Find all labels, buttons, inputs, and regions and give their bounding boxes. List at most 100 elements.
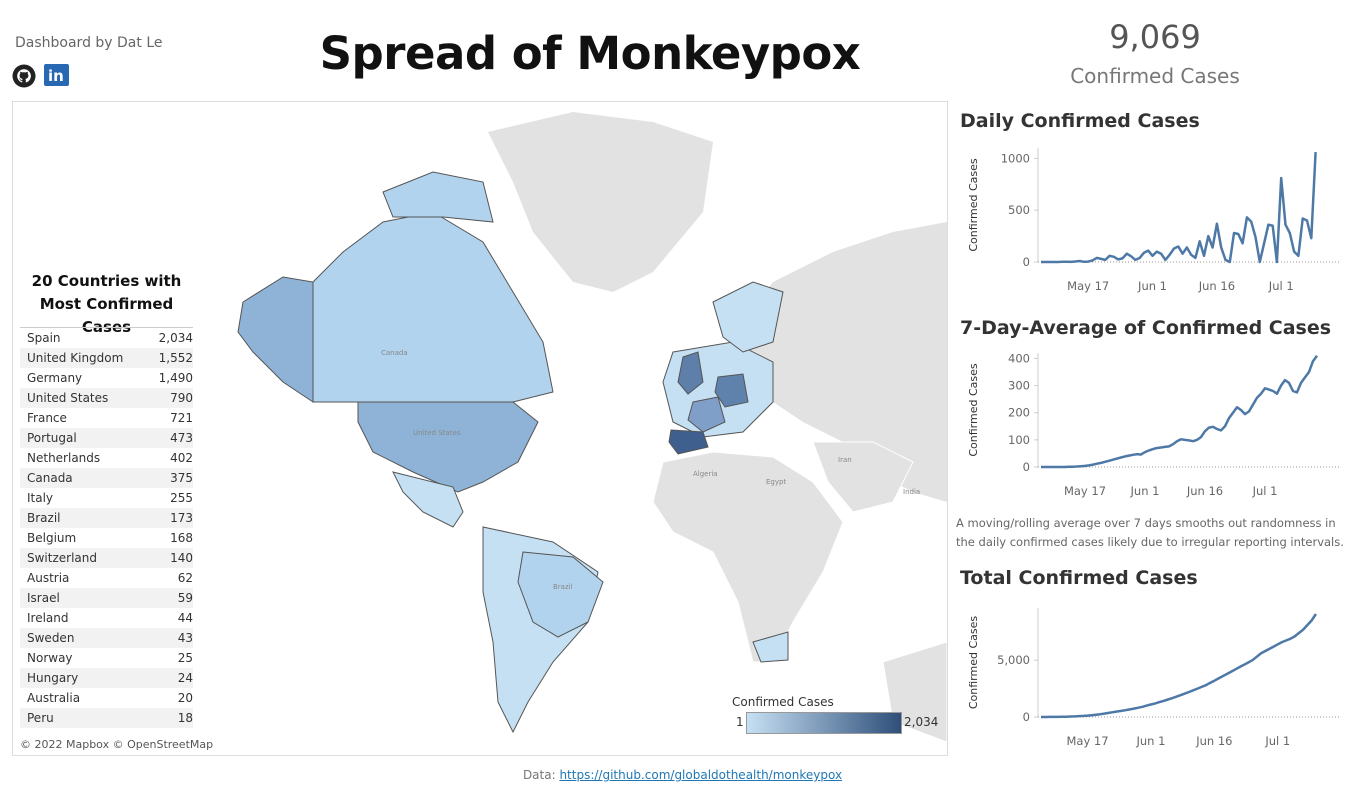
table-row[interactable]: Canada 375 bbox=[20, 468, 193, 488]
country-cases: 140 bbox=[170, 551, 193, 565]
page-title: Spread of Monkeypox bbox=[319, 27, 861, 80]
country-name: Switzerland bbox=[27, 551, 97, 565]
country-name: Ireland bbox=[27, 611, 69, 625]
footer-prefix: Data: bbox=[522, 768, 560, 782]
country-name: Belgium bbox=[27, 531, 77, 545]
country-name: France bbox=[27, 411, 67, 425]
linkedin-icon[interactable]: in bbox=[44, 64, 69, 86]
y-tick-label: 200 bbox=[1008, 406, 1030, 420]
table-row[interactable]: Italy 255 bbox=[20, 488, 193, 508]
country-name: Portugal bbox=[27, 431, 77, 445]
y-tick-label: 0 bbox=[1023, 460, 1030, 474]
table-row[interactable]: Switzerland 140 bbox=[20, 548, 193, 568]
map-label-usa: United States bbox=[413, 429, 461, 437]
table-row[interactable]: United Kingdom 1,552 bbox=[20, 348, 193, 368]
series-line[interactable] bbox=[1041, 354, 1319, 469]
y-axis-label: Confirmed Cases bbox=[967, 158, 980, 252]
total-confirmed-label: Confirmed Cases bbox=[1070, 64, 1240, 88]
country-name: Austria bbox=[27, 571, 70, 585]
map-label-brazil: Brazil bbox=[553, 583, 573, 591]
avg-chart[interactable]: 0 100 200 300 400 May 17 Jun 1 Jun 16 Jul 1 Confi… bbox=[960, 345, 1350, 505]
country-name: Australia bbox=[27, 691, 81, 705]
map-label-iran: Iran bbox=[838, 456, 852, 464]
middle-east-shape bbox=[812, 441, 914, 513]
country-cases: 18 bbox=[177, 711, 193, 725]
table-row[interactable]: Austria 62 bbox=[20, 568, 193, 588]
country-cases: 721 bbox=[170, 411, 193, 425]
total-chart-title: Total Confirmed Cases bbox=[960, 567, 1198, 589]
spain-shape bbox=[668, 429, 709, 455]
table-row[interactable]: France 721 bbox=[20, 408, 193, 428]
eurasia-shape bbox=[733, 222, 947, 502]
series-line[interactable] bbox=[1041, 152, 1317, 264]
alaska-shape bbox=[237, 276, 314, 403]
y-axis-label: Confirmed Cases bbox=[967, 616, 980, 710]
country-name: Brazil bbox=[27, 511, 61, 525]
y-tick-label: 5,000 bbox=[997, 653, 1030, 667]
map-label-canada: Canada bbox=[381, 349, 408, 357]
table-row[interactable]: Brazil 173 bbox=[20, 508, 193, 528]
country-cases: 1,552 bbox=[158, 351, 193, 365]
y-tick-label: 400 bbox=[1008, 351, 1030, 365]
country-name: Hungary bbox=[27, 671, 79, 685]
table-row[interactable]: Peru 18 bbox=[20, 708, 193, 728]
daily-chart-title: Daily Confirmed Cases bbox=[960, 110, 1200, 132]
github-icon[interactable] bbox=[12, 64, 36, 88]
x-tick-label: Jul 1 bbox=[1268, 279, 1294, 293]
table-row[interactable]: Australia 20 bbox=[20, 688, 193, 708]
x-tick-label: May 17 bbox=[1064, 484, 1106, 498]
country-name: Israel bbox=[27, 591, 60, 605]
legend-color-ramp bbox=[746, 712, 902, 734]
x-tick-label: Jul 1 bbox=[1264, 734, 1290, 748]
x-tick-label: Jul 1 bbox=[1252, 484, 1278, 498]
south-africa-shape bbox=[752, 631, 789, 663]
country-cases: 44 bbox=[177, 611, 193, 625]
country-cases: 59 bbox=[177, 591, 193, 605]
table-row[interactable]: Norway 25 bbox=[20, 648, 193, 668]
data-source-link[interactable]: https://github.com/globaldothealth/monke… bbox=[559, 768, 843, 782]
france-shape bbox=[687, 396, 726, 433]
country-cases: 173 bbox=[170, 511, 193, 525]
table-row[interactable]: Sweden 43 bbox=[20, 628, 193, 648]
table-row[interactable]: Ireland 44 bbox=[20, 608, 193, 628]
table-row[interactable]: Netherlands 402 bbox=[20, 448, 193, 468]
x-tick-label: May 17 bbox=[1066, 734, 1108, 748]
y-tick-label: 100 bbox=[1008, 433, 1030, 447]
table-row[interactable]: Belgium 168 bbox=[20, 528, 193, 548]
country-name: United Kingdom bbox=[27, 351, 124, 365]
country-cases: 255 bbox=[170, 491, 193, 505]
series-line[interactable] bbox=[1041, 613, 1317, 719]
country-name: Norway bbox=[27, 651, 73, 665]
x-tick-label: Jun 16 bbox=[1195, 734, 1232, 748]
table-row[interactable]: Germany 1,490 bbox=[20, 368, 193, 388]
usa-shape bbox=[357, 401, 539, 493]
legend-title: Confirmed Cases bbox=[732, 695, 834, 709]
country-name: Netherlands bbox=[27, 451, 101, 465]
top-countries-title-line1: 20 Countries with bbox=[31, 272, 182, 290]
table-row[interactable]: Israel 59 bbox=[20, 588, 193, 608]
map-label-egypt: Egypt bbox=[766, 478, 786, 486]
x-tick-label: Jun 1 bbox=[1130, 484, 1160, 498]
table-row[interactable]: Portugal 473 bbox=[20, 428, 193, 448]
country-name: Germany bbox=[27, 371, 83, 385]
data-source-footer: Data: https://github.com/globaldothealth… bbox=[0, 768, 1365, 782]
top-countries-table: Spain 2,034 United Kingdom 1,552 Germany 1,49… bbox=[20, 327, 193, 728]
table-row[interactable]: United States 790 bbox=[20, 388, 193, 408]
map-label-algeria: Algeria bbox=[693, 470, 718, 478]
avg-chart-note: A moving/rolling average over 7 days smo… bbox=[956, 516, 1344, 549]
daily-chart[interactable]: 0 500 1000 May 17 Jun 1 Jun 16 Jul 1 Confirmed … bbox=[960, 140, 1350, 300]
total-chart[interactable]: 0 5,000 May 17 Jun 1 Jun 16 Jul 1 Confirmed Ca… bbox=[960, 600, 1350, 755]
y-tick-label: 300 bbox=[1008, 379, 1030, 393]
x-tick-label: Jun 16 bbox=[1198, 279, 1235, 293]
country-cases: 402 bbox=[170, 451, 193, 465]
svg-text:in: in bbox=[48, 67, 64, 85]
avg-chart-title: 7-Day-Average of Confirmed Cases bbox=[960, 317, 1332, 339]
mexico-shape bbox=[392, 471, 464, 528]
country-name: Italy bbox=[27, 491, 54, 505]
map-label-india: India bbox=[903, 488, 920, 496]
table-row[interactable]: Spain 2,034 bbox=[20, 328, 193, 348]
table-row[interactable]: Hungary 24 bbox=[20, 668, 193, 688]
scandinavia-shape bbox=[712, 281, 784, 353]
germany-shape bbox=[714, 373, 749, 408]
country-cases: 62 bbox=[177, 571, 193, 585]
